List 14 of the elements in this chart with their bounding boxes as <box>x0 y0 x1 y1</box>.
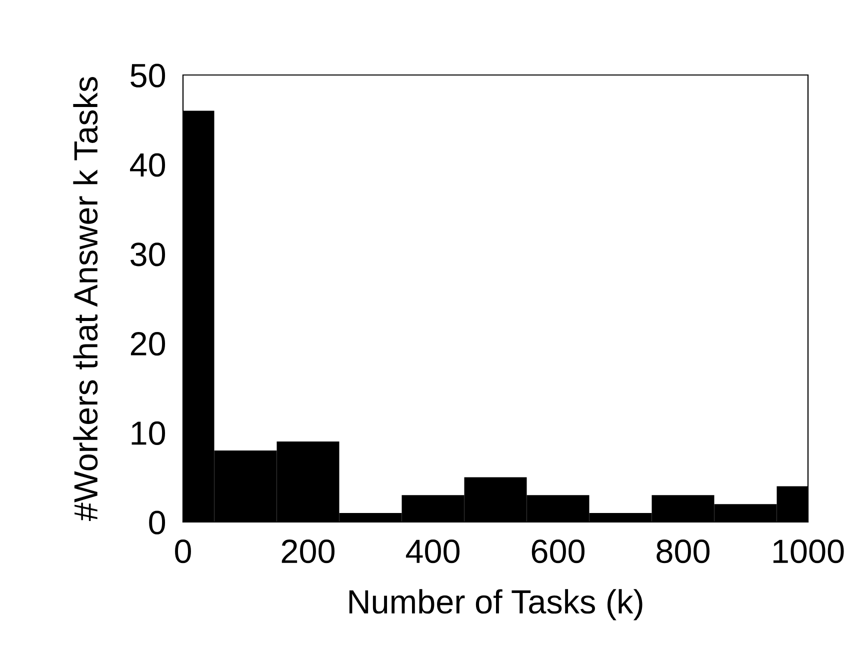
y-tick-label: 10 <box>132 421 166 446</box>
y-tick-label: 30 <box>130 242 166 266</box>
y-tick-label: 20 <box>130 332 166 356</box>
x-tick-label: 800 <box>656 540 710 564</box>
x-tick-label: 400 <box>406 540 460 564</box>
x-axis-title: Number of Tasks (k) <box>349 589 642 620</box>
x-tick-label: 200 <box>282 540 335 564</box>
y-axis-title: #Workers that Answer k Tasks <box>73 77 98 521</box>
y-tick-label: 40 <box>130 153 166 177</box>
x-tick-label: 1000 <box>773 540 844 564</box>
y-tick-label: 50 <box>130 64 166 88</box>
y-tick-label: 0 <box>149 510 166 534</box>
x-tick-label: 600 <box>532 540 585 564</box>
x-tick-label: 0 <box>175 540 191 564</box>
